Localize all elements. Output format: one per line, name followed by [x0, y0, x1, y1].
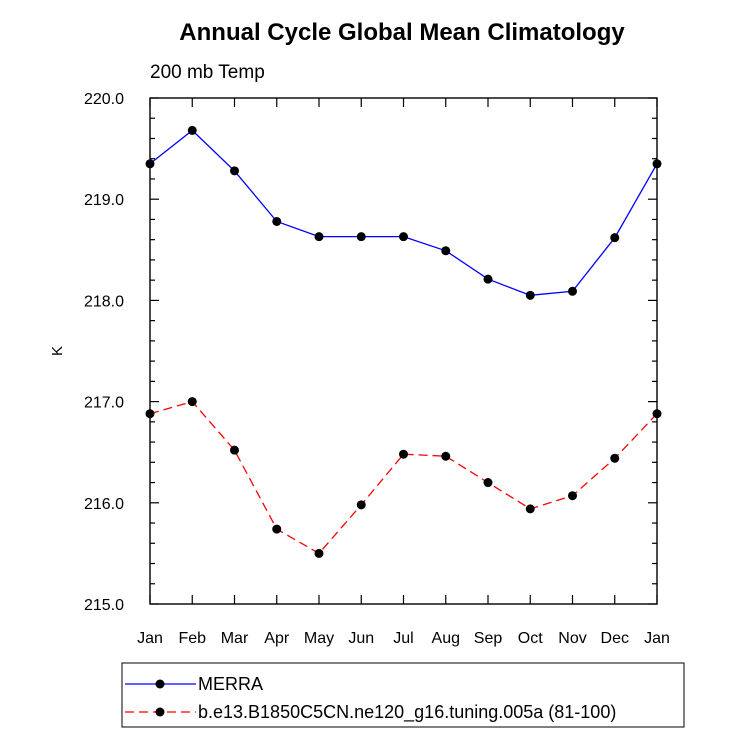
legend-marker-2 — [155, 707, 165, 717]
data-point-series-2 — [187, 397, 197, 407]
data-point-series-2 — [568, 491, 577, 501]
y-tick-label: 218.0 — [84, 293, 124, 310]
plot-layer: 215.0 216.0 217.0 218.0 219.0 220.0 Jan Feb Mar A… — [84, 91, 670, 647]
series-line-2 — [149, 400, 658, 555]
data-point-series-2 — [272, 524, 282, 534]
x-tick-label: Jul — [393, 630, 413, 647]
data-point-series-2 — [230, 445, 239, 455]
x-tick-label: Feb — [178, 630, 206, 647]
data-point-series-1 — [272, 216, 282, 226]
y-tick-label: 217.0 — [84, 395, 124, 412]
data-point-series-1 — [568, 286, 577, 296]
data-point-series-2 — [525, 504, 535, 514]
y-axis-label: K — [49, 346, 66, 356]
data-point-series-1 — [399, 232, 408, 242]
x-tick-label: Apr — [264, 630, 290, 647]
x-tick-label: May — [304, 630, 334, 647]
x-tick-label: Oct — [518, 630, 543, 647]
legend-label-1: MERRA — [198, 674, 263, 694]
x-tick-label: Jan — [644, 630, 670, 647]
data-point-series-2 — [483, 478, 493, 488]
data-point-series-1 — [230, 166, 239, 176]
data-point-series-2 — [610, 453, 620, 463]
legend-marker-1 — [155, 679, 165, 689]
x-tick-label: Mar — [221, 630, 249, 647]
data-point-series-2 — [356, 500, 366, 510]
x-tick-label: Jan — [137, 630, 163, 647]
data-point-series-2 — [441, 451, 451, 461]
y-tick-label: 216.0 — [84, 496, 124, 513]
series-line-1 — [149, 129, 658, 296]
data-point-series-1 — [314, 232, 324, 242]
data-point-series-1 — [356, 232, 366, 242]
data-point-series-1 — [610, 233, 620, 243]
y-tick-label: 220.0 — [84, 91, 124, 108]
chart-subtitle: 200 mb Temp — [150, 62, 265, 83]
data-point-series-1 — [483, 274, 493, 284]
x-tick-label: Dec — [601, 630, 629, 647]
legend-label-2: b.e13.B1850C5CN.ne120_g16.tuning.005a (8… — [198, 702, 616, 723]
legend: MERRA b.e13.B1850C5CN.ne120_g16.tuning.00… — [121, 662, 685, 728]
data-point-series-1 — [525, 290, 535, 300]
plot-frame — [149, 97, 658, 605]
data-point-series-2 — [399, 449, 408, 459]
legend-box — [121, 662, 685, 728]
chart-title: Annual Cycle Global Mean Climatology — [179, 19, 625, 46]
data-point-series-1 — [187, 125, 197, 135]
y-tick-label: 219.0 — [84, 192, 124, 209]
data-point-series-2 — [314, 548, 324, 558]
x-tick-label: Aug — [432, 630, 460, 647]
x-tick-label: Jun — [348, 630, 374, 647]
y-tick-label: 215.0 — [84, 597, 124, 614]
x-tick-label: Sep — [474, 630, 503, 647]
x-tick-label: Nov — [558, 630, 586, 647]
data-point-series-1 — [441, 246, 451, 256]
